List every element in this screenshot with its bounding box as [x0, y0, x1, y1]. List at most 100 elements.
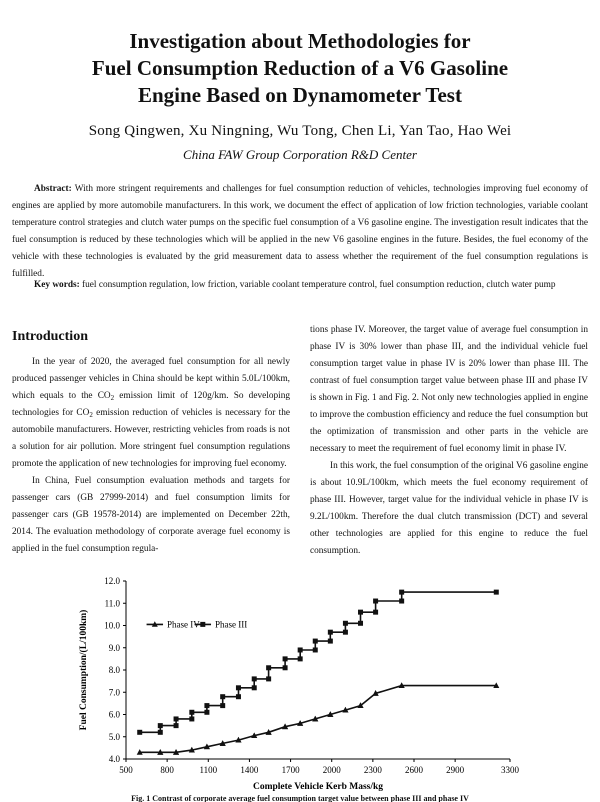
data-point-phase-iv: [372, 690, 379, 696]
x-tick-label: 2300: [364, 765, 383, 775]
data-point-phase-iv: [188, 746, 195, 753]
y-tick-label: 12.0: [104, 576, 120, 586]
data-point-phase-iv: [265, 729, 272, 735]
data-point-phase-iii: [342, 629, 348, 635]
y-axis-label: Fuel Consumption/(L/100km): [78, 610, 89, 731]
data-point-phase-iii: [327, 629, 333, 635]
section-heading: Introduction: [12, 329, 88, 344]
data-point-phase-iii: [137, 729, 143, 735]
x-tick-label: 800: [160, 765, 174, 775]
abstract-label: Abstract:: [34, 184, 72, 194]
data-point-phase-iii: [189, 716, 195, 722]
data-point-phase-iii: [266, 665, 272, 671]
affiliation: China FAW Group Corporation R&D Center: [183, 147, 417, 162]
data-point-phase-iii: [235, 694, 241, 700]
data-point-phase-iv: [398, 682, 405, 688]
paragraph: In this work, the fuel consumption of th…: [310, 461, 588, 556]
title-line: Engine Based on Dynamometer Test: [138, 83, 462, 107]
data-point-phase-iii: [312, 638, 318, 644]
figure-caption: Fig. 1 Contrast of corporate average fue…: [131, 794, 469, 802]
left-column: In the year of 2020, the averaged fuel c…: [12, 328, 290, 558]
data-point-phase-iii: [399, 589, 405, 595]
data-point-phase-iii: [399, 598, 405, 604]
keywords-label: Key words:: [34, 280, 80, 290]
data-point-phase-iii: [204, 703, 210, 709]
x-axis-label: Complete Vehicle Kerb Mass/kg: [253, 782, 383, 792]
data-point-phase-iii: [282, 665, 288, 671]
data-point-phase-iii: [173, 716, 179, 722]
x-tick-label: 2000: [323, 765, 342, 775]
data-point-phase-iv: [173, 749, 180, 755]
y-tick-label: 11.0: [105, 598, 121, 608]
x-tick-label: 2600: [405, 765, 424, 775]
data-point-phase-iii: [358, 620, 364, 626]
right-column: tions phase IV. Moreover, the target val…: [310, 322, 588, 560]
data-point-phase-iii: [235, 685, 241, 691]
data-point-phase-iii: [282, 656, 288, 662]
title-line: Fuel Consumption Reduction of a V6 Gasol…: [91, 56, 509, 80]
data-point-phase-iv: [136, 749, 143, 755]
data-point-phase-iii: [204, 709, 210, 715]
data-point-phase-iv: [297, 720, 304, 726]
y-tick-label: 10.0: [104, 621, 120, 631]
paragraph: In the year of 2020, the averaged fuel c…: [12, 357, 290, 469]
data-point-phase-iii: [297, 656, 303, 662]
data-point-phase-iii: [220, 703, 226, 709]
data-point-phase-iii: [312, 647, 318, 653]
data-point-phase-iii: [266, 676, 272, 682]
y-tick-label: 5.0: [109, 732, 121, 742]
data-point-phase-iv: [327, 711, 334, 717]
abstract: Abstract: With more stringent requiremen…: [12, 181, 588, 283]
data-point-phase-iv: [312, 715, 319, 722]
legend-label-phase-iii: Phase III: [215, 619, 247, 629]
x-tick-label: 3300: [501, 765, 520, 775]
series-line-phase-iii: [139, 591, 497, 734]
authors: Song Qingwen, Xu Ningning, Wu Tong, Chen…: [88, 123, 512, 139]
data-point-phase-iii: [251, 676, 257, 682]
legend-label-phase-iv: Phase IV: [167, 619, 200, 629]
title-line: Investigation about Methodologies for: [129, 29, 471, 53]
data-point-phase-iii: [373, 609, 379, 615]
paragraph: tions phase IV. Moreover, the target val…: [310, 325, 588, 454]
keywords-text: fuel consumption regulation, low frictio…: [82, 280, 556, 290]
keywords: Key words: fuel consumption regulation, …: [12, 277, 588, 294]
data-point-phase-iii: [297, 647, 303, 653]
x-tick-label: 500: [119, 765, 133, 775]
data-point-phase-iii: [373, 598, 379, 604]
data-point-phase-iii: [157, 723, 163, 729]
x-tick-label: 2900: [446, 765, 465, 775]
data-point-phase-iv: [157, 749, 164, 755]
data-point-phase-iii: [342, 620, 348, 626]
paragraph: In China, Fuel consumption evaluation me…: [12, 476, 290, 554]
x-tick-label: 1100: [199, 765, 217, 775]
data-point-phase-iv: [282, 723, 289, 730]
data-point-phase-iv: [251, 732, 258, 739]
series-line-phase-iv: [139, 684, 497, 754]
data-point-phase-iii: [189, 709, 195, 715]
fuel-consumption-chart: 4.0 5.0 6.0 7.0 8.0 9.0 10.0 11.0 12.0 500 800 1100…: [78, 576, 520, 792]
data-point-phase-iii: [220, 694, 226, 700]
y-tick-label: 9.0: [109, 643, 121, 653]
data-point-phase-iii: [358, 609, 364, 615]
data-point-phase-iv: [219, 740, 226, 746]
data-point-phase-iii: [173, 723, 179, 729]
y-tick-label: 8.0: [109, 665, 121, 675]
y-tick-label: 6.0: [109, 710, 121, 720]
data-point-phase-iv: [203, 743, 210, 750]
legend-marker-phase-iii: [200, 621, 206, 627]
data-point-phase-iii: [493, 589, 499, 595]
data-point-phase-iv: [342, 706, 349, 713]
data-point-phase-iii: [327, 638, 333, 644]
x-tick-label: 1700: [282, 765, 301, 775]
data-point-phase-iv: [235, 736, 242, 743]
legend-marker-phase-iv: [151, 621, 158, 627]
data-point-phase-iii: [251, 685, 257, 691]
abstract-text: With more stringent requirements and cha…: [12, 184, 589, 279]
x-tick-label: 1400: [240, 765, 259, 775]
y-tick-label: 4.0: [109, 754, 121, 764]
data-point-phase-iv: [357, 702, 364, 708]
y-tick-label: 7.0: [109, 687, 121, 697]
data-point-phase-iii: [157, 729, 163, 735]
paper-title: Investigation about Methodologies for Fu…: [40, 28, 560, 109]
data-point-phase-iv: [493, 682, 500, 688]
